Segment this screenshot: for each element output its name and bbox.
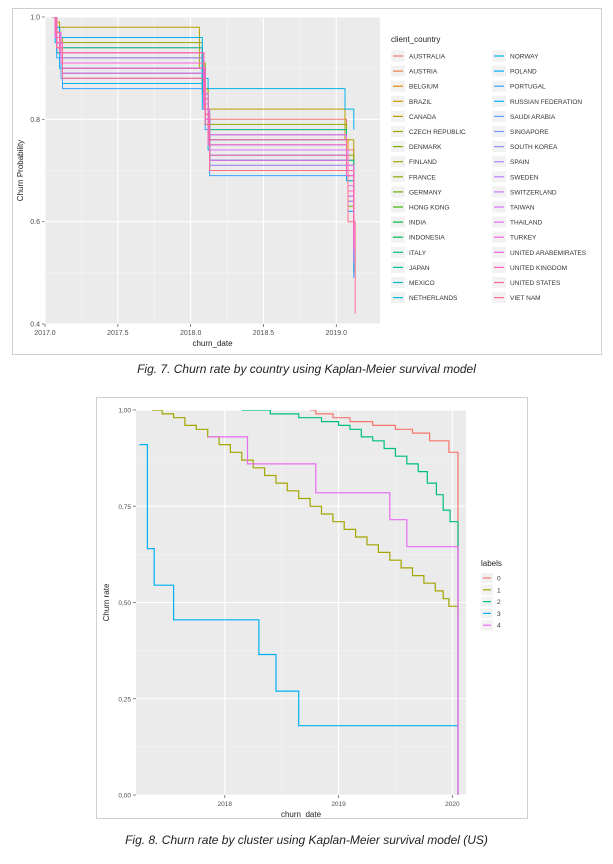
figure-7-caption: Fig. 7. Churn rate by country using Kapl… bbox=[137, 362, 476, 376]
series-line-2 bbox=[241, 410, 459, 795]
country-churn-figure: 0.4 0.6 0.8 1.0 2017.0 2017.5 2018.0 2018.5 2019… bbox=[12, 8, 602, 355]
series-line-viet-nam bbox=[52, 17, 356, 314]
legend-entry-label: TAIWAN bbox=[510, 205, 535, 212]
series-group bbox=[139, 410, 459, 795]
legend-entry-label: CZECH REPUBLIC bbox=[409, 129, 466, 136]
figure-8-caption: Fig. 8. Churn rate by cluster using Kapl… bbox=[125, 833, 488, 847]
legend-entry-label: DENMARK bbox=[409, 144, 442, 151]
legend-entry-label: NETHERLANDS bbox=[409, 295, 458, 302]
legend-entry-label: UNITED ARABEMIRATES bbox=[510, 250, 587, 257]
legend-title: labels bbox=[481, 559, 502, 568]
cluster-churn-figure: 0,00 0,25 0,50 0,75 1,00 2018 2019 2020 churn_da… bbox=[96, 397, 528, 819]
y-tick-label: 0.6 bbox=[30, 219, 40, 226]
y-tick-label: 0,75 bbox=[118, 504, 131, 511]
series-line-0 bbox=[310, 410, 459, 795]
x-tick-label: 2018 bbox=[218, 801, 233, 808]
x-axis-title: churn_date bbox=[192, 339, 233, 348]
legend-title: client_country bbox=[391, 35, 440, 44]
x-tick-label: 2020 bbox=[445, 801, 460, 808]
y-tick-label: 0,25 bbox=[118, 696, 131, 703]
legend-entry-label: 3 bbox=[497, 611, 501, 618]
x-axis-title: churn_date bbox=[281, 810, 322, 818]
legend-entry-label: MEXICO bbox=[409, 280, 435, 287]
legend-entry-label: BRAZIL bbox=[409, 99, 432, 106]
legend-entry-label: 2 bbox=[497, 599, 501, 606]
legend-entry-label: ITALY bbox=[409, 250, 427, 257]
x-tick-label: 2018.5 bbox=[253, 330, 275, 337]
x-tick-label: 2019.0 bbox=[326, 330, 348, 337]
legend-entry-label: SPAIN bbox=[510, 159, 529, 166]
legend-entry-label: SAUDI ARABIA bbox=[510, 114, 556, 121]
legend-entry-label: NORWAY bbox=[510, 54, 539, 61]
y-tick-label: 1.0 bbox=[30, 15, 40, 22]
legend-entry-label: INDONESIA bbox=[409, 235, 445, 242]
y-tick-label: 0,00 bbox=[118, 793, 131, 800]
legend-entry-label: AUSTRIA bbox=[409, 69, 438, 76]
legend-entry-label: AUSTRALIA bbox=[409, 54, 446, 61]
legend-entry-label: UNITED KINGDOM bbox=[510, 265, 567, 272]
y-tick-label: 0.4 bbox=[30, 322, 40, 329]
x-tick-label: 2018.0 bbox=[180, 330, 202, 337]
legend-entry-label: TURKEY bbox=[510, 235, 537, 242]
series-line-1 bbox=[151, 410, 459, 611]
legend-entry-label: 4 bbox=[497, 623, 501, 630]
legend-entry-label: THAILAND bbox=[510, 220, 542, 227]
series-group bbox=[52, 17, 356, 314]
y-axis-title: Churn rate bbox=[102, 583, 111, 621]
cluster-churn-chart: 0,00 0,25 0,50 0,75 1,00 2018 2019 2020 churn_da… bbox=[102, 408, 502, 820]
legend-entry-label: SINGAPORE bbox=[510, 129, 549, 136]
legend-entry-label: VIET NAM bbox=[510, 295, 541, 302]
legend-entry-label: JAPAN bbox=[409, 265, 430, 272]
legend-entry-label: POLAND bbox=[510, 69, 537, 76]
y-axis-title: Churn Probability bbox=[16, 140, 25, 201]
legend-entry-label: RUSSIAN FEDERATION bbox=[510, 99, 582, 106]
legend-entry-label: FINLAND bbox=[409, 159, 437, 166]
x-tick-label: 2019 bbox=[331, 801, 346, 808]
y-tick-label: 0.8 bbox=[30, 117, 40, 124]
legend-entry-label: UNITED STATES bbox=[510, 280, 561, 287]
legend-entry-label: CANADA bbox=[409, 114, 437, 121]
legend-entry-label: FRANCE bbox=[409, 174, 436, 181]
y-tick-label: 1,00 bbox=[118, 408, 131, 415]
legend-entry-label: BELGIUM bbox=[409, 84, 438, 91]
legend-entry-label: INDIA bbox=[409, 220, 427, 227]
country-churn-chart: 0.4 0.6 0.8 1.0 2017.0 2017.5 2018.0 2018.5 2019… bbox=[16, 15, 587, 349]
legend-entry-label: SWITZERLAND bbox=[510, 189, 557, 196]
legend-entry-label: SOUTH KOREA bbox=[510, 144, 558, 151]
x-tick-label: 2017.0 bbox=[34, 330, 56, 337]
legend-entry-label: SWEDEN bbox=[510, 174, 539, 181]
y-tick-label: 0,50 bbox=[118, 600, 131, 607]
legend-entry-label: 1 bbox=[497, 587, 501, 594]
legend-entry-label: 0 bbox=[497, 576, 501, 583]
legend-entry-label: PORTUGAL bbox=[510, 84, 546, 91]
legend-entry-label: GERMANY bbox=[409, 189, 443, 196]
series-line-3 bbox=[139, 444, 458, 727]
legend-entry-label: HONG KONG bbox=[409, 205, 449, 212]
series-line-4 bbox=[207, 436, 459, 795]
x-tick-label: 2017.5 bbox=[107, 330, 129, 337]
